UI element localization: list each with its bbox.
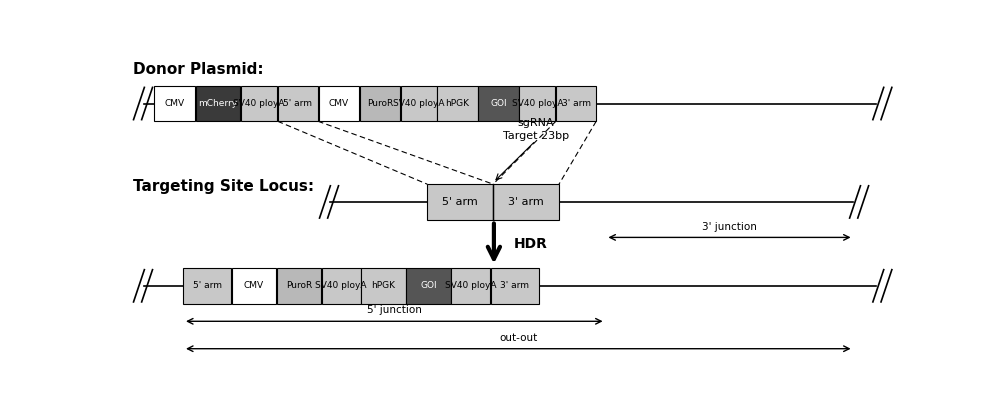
FancyBboxPatch shape: [319, 86, 359, 121]
FancyBboxPatch shape: [427, 184, 493, 220]
FancyBboxPatch shape: [401, 86, 437, 121]
FancyBboxPatch shape: [241, 86, 277, 121]
Text: CMV: CMV: [165, 99, 185, 108]
FancyBboxPatch shape: [556, 86, 596, 121]
Text: PuroR: PuroR: [286, 281, 312, 290]
FancyBboxPatch shape: [322, 268, 361, 303]
FancyBboxPatch shape: [196, 86, 240, 121]
Text: 3' arm: 3' arm: [508, 197, 544, 207]
Text: GOI: GOI: [490, 99, 507, 108]
FancyBboxPatch shape: [278, 86, 318, 121]
Text: 3' arm: 3' arm: [562, 99, 591, 108]
Text: CMV: CMV: [244, 281, 264, 290]
FancyBboxPatch shape: [406, 268, 450, 303]
FancyBboxPatch shape: [232, 268, 276, 303]
Text: 5' junction: 5' junction: [367, 305, 422, 316]
FancyBboxPatch shape: [154, 86, 195, 121]
Text: out-out: out-out: [499, 333, 537, 343]
FancyBboxPatch shape: [478, 86, 519, 121]
FancyBboxPatch shape: [437, 86, 478, 121]
Text: HDR: HDR: [513, 237, 547, 251]
Text: 5' arm: 5' arm: [283, 99, 312, 108]
Text: Targeting Site Locus:: Targeting Site Locus:: [133, 179, 314, 194]
Text: SV40 ployA: SV40 ployA: [315, 281, 367, 290]
FancyBboxPatch shape: [493, 184, 559, 220]
Text: sgRNA
Target 23bp: sgRNA Target 23bp: [503, 118, 569, 141]
Text: 3' junction: 3' junction: [702, 222, 757, 232]
FancyBboxPatch shape: [183, 268, 231, 303]
FancyBboxPatch shape: [519, 86, 555, 121]
Text: GOI: GOI: [420, 281, 437, 290]
FancyBboxPatch shape: [361, 268, 406, 303]
Text: SV40 ployA: SV40 ployA: [233, 99, 285, 108]
Text: 3' arm: 3' arm: [500, 281, 529, 290]
Text: Donor Plasmid:: Donor Plasmid:: [133, 62, 263, 77]
Text: mCherry: mCherry: [198, 99, 238, 108]
Text: PuroR: PuroR: [367, 99, 393, 108]
Text: SV40 ployA: SV40 ployA: [445, 281, 496, 290]
Text: CMV: CMV: [329, 99, 349, 108]
Text: SV40 ployA: SV40 ployA: [512, 99, 563, 108]
FancyBboxPatch shape: [360, 86, 400, 121]
Text: SV40 ployA: SV40 ployA: [393, 99, 444, 108]
Text: hPGK: hPGK: [371, 281, 395, 290]
FancyBboxPatch shape: [277, 268, 321, 303]
Text: hPGK: hPGK: [445, 99, 469, 108]
FancyBboxPatch shape: [491, 268, 539, 303]
Text: 5' arm: 5' arm: [442, 197, 478, 207]
FancyBboxPatch shape: [451, 268, 490, 303]
Text: 5' arm: 5' arm: [193, 281, 222, 290]
